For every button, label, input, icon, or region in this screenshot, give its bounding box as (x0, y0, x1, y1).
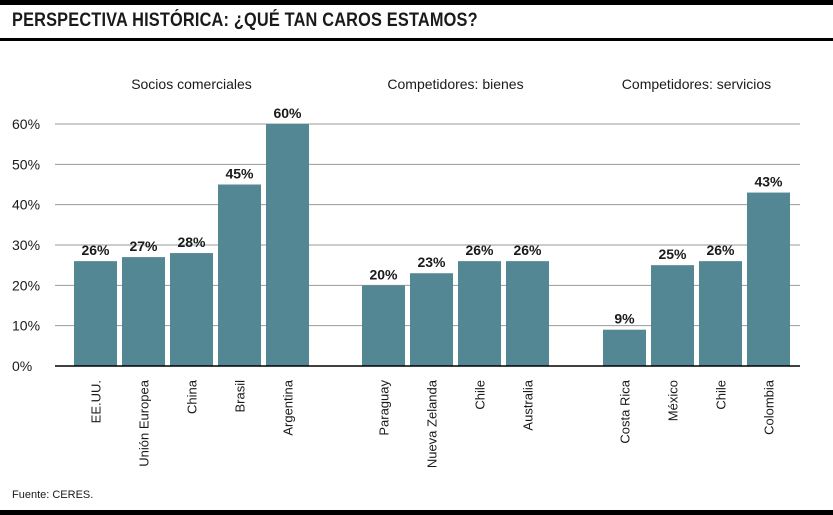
bar (122, 257, 165, 366)
group-label: Competidores: servicios (622, 76, 771, 92)
data-label: 60% (273, 105, 302, 121)
group-label: Competidores: bienes (387, 76, 523, 92)
bar (410, 273, 453, 366)
category-label: Paraguay (377, 380, 392, 436)
category-label: Unión Europea (137, 379, 152, 466)
top-rule (0, 0, 833, 5)
y-tick-label: 10% (12, 318, 40, 334)
data-label: 27% (129, 238, 158, 254)
data-label: 45% (225, 166, 254, 182)
bar (651, 265, 694, 366)
category-label: Nueva Zelanda (425, 379, 440, 468)
data-label: 20% (369, 266, 398, 282)
data-label: 43% (754, 174, 783, 190)
bar (170, 253, 213, 366)
category-label: Chile (473, 380, 488, 410)
data-label: 9% (614, 311, 635, 327)
data-label: 26% (465, 242, 494, 258)
category-label: Colombia (762, 379, 777, 435)
y-tick-label: 30% (12, 237, 40, 253)
bar (266, 124, 309, 366)
y-tick-label: 40% (12, 197, 40, 213)
source-note: Fuente: CERES. (12, 489, 94, 501)
category-label: China (185, 379, 200, 414)
title-rule (0, 38, 833, 41)
data-label: 28% (177, 234, 206, 250)
data-label: 25% (658, 246, 687, 262)
category-label: Costa Rica (618, 379, 633, 443)
category-label: Chile (714, 380, 729, 410)
data-label: 26% (81, 242, 110, 258)
category-label: Australia (521, 379, 536, 430)
bottom-rule (0, 510, 833, 515)
y-tick-label: 20% (12, 277, 40, 293)
bar (74, 261, 117, 366)
bar (362, 285, 405, 366)
bar (458, 261, 501, 366)
data-label: 26% (706, 242, 735, 258)
y-tick-label: 0% (12, 358, 32, 374)
bar (699, 261, 742, 366)
y-tick-label: 50% (12, 156, 40, 172)
category-label: EE.UU. (89, 380, 104, 423)
bar (218, 184, 261, 366)
y-tick-label: 60% (12, 116, 40, 132)
category-label: Brasil (233, 380, 248, 413)
category-label: Argentina (281, 379, 296, 435)
data-label: 23% (417, 254, 446, 270)
data-label: 26% (513, 242, 542, 258)
category-label: México (666, 380, 681, 421)
bar (506, 261, 549, 366)
group-label: Socios comerciales (131, 76, 252, 92)
bar (747, 192, 790, 366)
bar (603, 329, 646, 366)
chart-title: PERSPECTIVA HISTÓRICA: ¿QUÉ TAN CAROS ES… (12, 10, 478, 31)
